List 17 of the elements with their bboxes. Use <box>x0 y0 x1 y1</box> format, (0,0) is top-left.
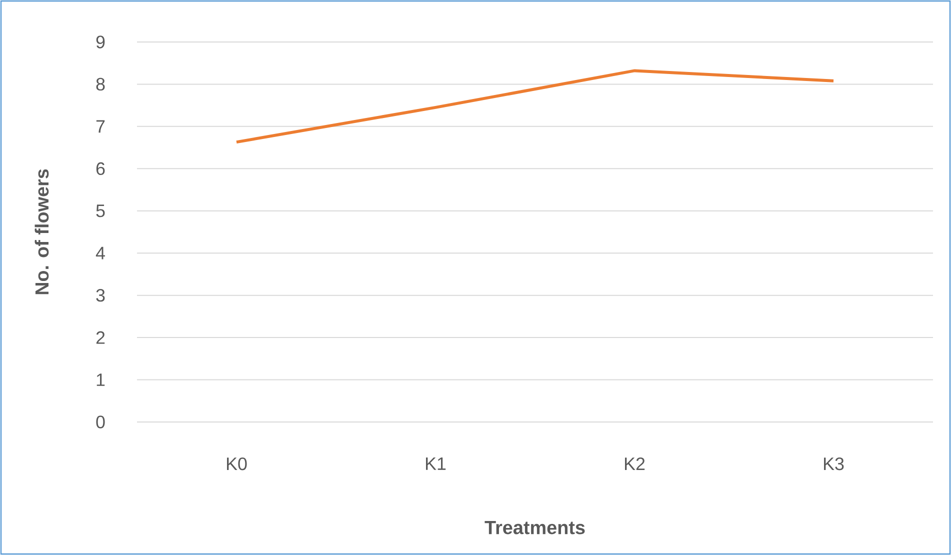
x-tick-label: K2 <box>625 457 645 470</box>
x-tick-label: K3 <box>824 457 844 470</box>
y-tick-label: 6 <box>96 162 105 175</box>
y-tick-label: 3 <box>96 288 105 302</box>
x-tick-label: K1 <box>426 458 446 470</box>
y-tick-label: 5 <box>96 204 105 218</box>
y-tick-label: 8 <box>96 78 105 91</box>
y-tick-label: 4 <box>96 246 105 260</box>
x-axis-title: Treatments <box>484 521 585 534</box>
y-tick-label: 2 <box>96 331 105 344</box>
y-tick-label: 7 <box>96 120 105 133</box>
line-series <box>235 69 836 144</box>
y-tick-label: 1 <box>96 374 105 386</box>
y-axis-title: No. of flowers <box>34 169 49 294</box>
y-tick-label: 9 <box>96 36 105 48</box>
x-tick-label: K0 <box>227 457 247 470</box>
y-tick-label: 0 <box>96 416 105 428</box>
